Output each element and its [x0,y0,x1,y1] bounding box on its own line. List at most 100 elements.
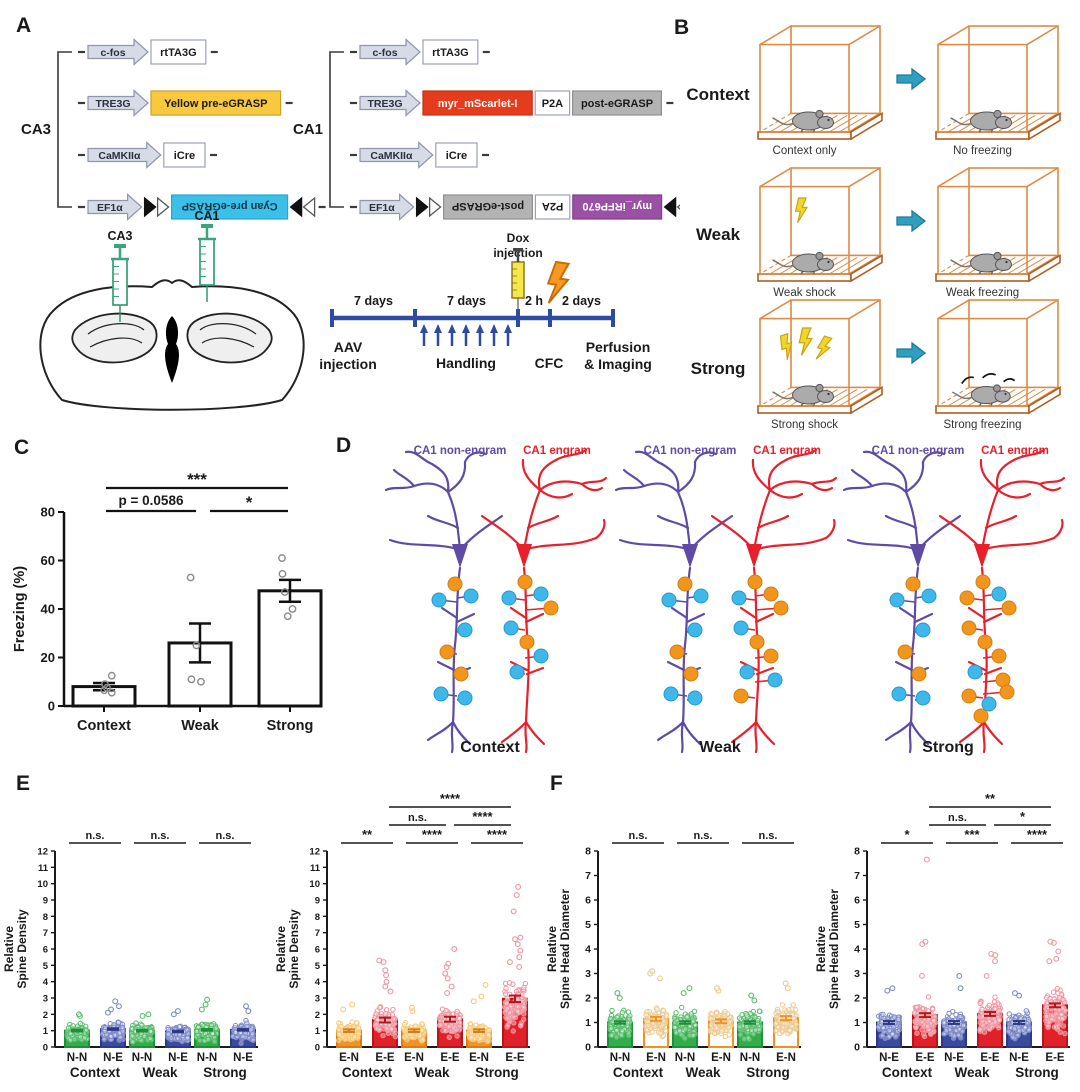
gene-box [163,142,206,168]
panel-label-b: B [674,16,690,39]
svg-text:8: 8 [43,912,48,923]
svg-text:n.s.: n.s. [216,830,235,842]
svg-text:3: 3 [315,994,320,1005]
construct-group-ca1: CA1 c-fos rtTA3G TRE3G myr_mScarlet-I P2A post… [293,38,680,221]
svg-text:EF1α: EF1α [369,202,395,214]
svg-text:9: 9 [315,896,320,907]
handling-arrow-icon [462,324,470,333]
synapse-orange-dot [447,576,463,592]
svg-text:**: ** [985,791,996,806]
svg-text:E-N: E-N [776,1052,796,1064]
svg-text:5: 5 [315,961,321,972]
svg-text:post-eGRASP: post-eGRASP [581,98,653,110]
panel-label-a: A [16,14,32,37]
svg-text:0: 0 [315,1043,320,1054]
svg-text:Strong freezing: Strong freezing [944,419,1022,430]
svg-text:****: **** [472,809,493,824]
data-point [107,688,116,697]
svg-text:Context only: Context only [773,145,837,157]
svg-text:iCre: iCre [174,150,195,162]
synapse-orange-dot [911,666,927,682]
data-point [187,675,196,684]
svg-text:6: 6 [585,895,591,907]
data-point [278,554,286,562]
svg-text:80: 80 [41,505,55,520]
svg-text:CA3: CA3 [107,229,132,243]
svg-text:Strong: Strong [746,1065,790,1080]
svg-text:E-E: E-E [980,1052,1000,1064]
svg-text:1: 1 [854,1017,860,1029]
svg-text:11: 11 [38,863,49,874]
lox-triangle-icon [302,196,316,218]
synapse-cyan-dot [693,588,709,604]
svg-text:Relative: Relative [274,926,288,972]
svg-text:6: 6 [43,945,48,956]
behavior-row-context: Context Context only No freezing [686,25,1061,157]
panel-label-e: E [16,772,31,795]
svg-text:Dox: Dox [507,231,530,245]
svg-text:CA1 non-engram: CA1 non-engram [872,445,965,457]
svg-text:12: 12 [309,847,320,858]
lightning-bolt-icon [798,327,814,356]
mouse-icon [952,373,1016,406]
lox-triangle-icon [143,196,157,218]
handling-arrow-icon [448,324,456,333]
svg-text:**: ** [362,827,373,842]
synapse-cyan-dot [503,620,519,636]
synapse-orange-dot [975,574,991,590]
mouse-icon [950,109,1012,133]
svg-text:Context: Context [77,718,131,734]
svg-text:9: 9 [43,896,48,907]
synapse-orange-dot [1001,600,1017,616]
svg-text:N-N: N-N [610,1052,630,1064]
panel-label-c: C [14,436,30,459]
svg-text:Freezing (%): Freezing (%) [12,566,28,652]
svg-text:6: 6 [315,945,320,956]
synapse-cyan-dot [733,620,749,636]
svg-text:N-N: N-N [675,1052,695,1064]
handling-arrow-icon [434,324,442,333]
svg-text:N-E: N-E [103,1052,123,1064]
lox-triangle-icon [156,196,170,218]
svg-text:E-E: E-E [1045,1052,1065,1064]
synapse-cyan-dot [891,686,907,702]
transition-arrow-icon [896,67,927,91]
synapse-orange-dot [973,708,989,724]
conditioning-cage [757,299,883,415]
svg-text:n.s.: n.s. [408,812,427,824]
synapse-cyan-dot [739,664,755,680]
data-point [278,569,287,578]
gene-box [571,90,662,116]
svg-text:0: 0 [43,1043,48,1054]
promoter-arrow-icon [359,38,421,66]
engram-soma [746,544,762,568]
synapse-orange-dot [543,600,559,616]
svg-text:1: 1 [315,1026,321,1037]
svg-text:***: *** [187,470,207,489]
lox-triangle-icon [676,204,680,210]
svg-text:***: *** [964,827,980,842]
gene-box [422,90,533,116]
engram-soma [516,544,532,568]
neuron-pair-weak: CA1 non-engram CA1 engram Weak [614,445,838,756]
synapse-cyan-dot [533,586,549,602]
synapse-cyan-dot [981,696,997,712]
svg-text:N-E: N-E [879,1052,899,1064]
svg-text:Weak: Weak [414,1065,450,1080]
svg-text:Strong shock: Strong shock [771,419,838,430]
synapse-cyan-dot [463,588,479,604]
synapse-orange-dot [747,574,763,590]
svg-text:Context: Context [686,85,750,104]
svg-text:5: 5 [854,919,860,931]
svg-text:11: 11 [310,863,321,874]
svg-text:N-N: N-N [197,1052,217,1064]
synapse-cyan-dot [687,622,703,638]
svg-text:CA3: CA3 [21,121,51,138]
handling-arrow-icon [420,324,428,333]
gene-box [435,142,478,168]
svg-text:Relative: Relative [545,926,559,972]
synapse-orange-dot [733,688,749,704]
